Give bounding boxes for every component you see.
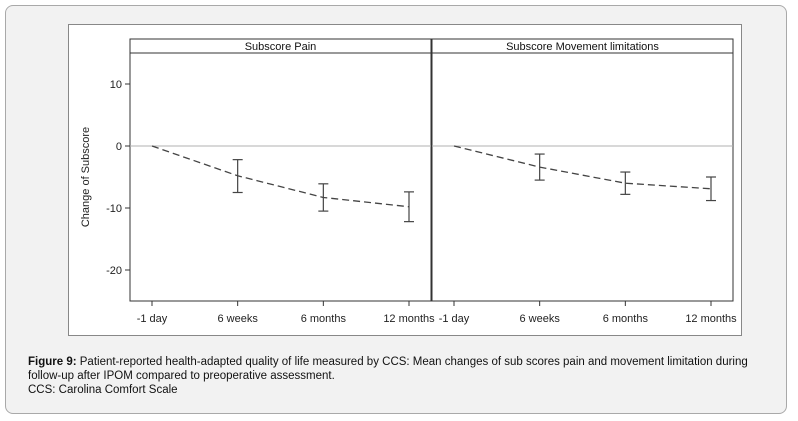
figure-caption: Figure 9: Patient-reported health-adapte…	[28, 355, 780, 397]
x-tick-label: 6 months	[603, 313, 649, 325]
error-bar	[232, 159, 243, 194]
figure-frame: 10 0 -10 -20 Change of Subscore Subscore Pain…	[5, 5, 787, 414]
error-bar	[318, 183, 329, 212]
caption-text: Patient-reported health-adapted quality …	[28, 356, 748, 382]
y-axis-label: Change of Subscore	[80, 127, 92, 227]
x-tick-label: 12 months	[685, 313, 737, 325]
panel-2: Subscore Movement limitations -1 day 6 wee…	[431, 38, 737, 325]
error-bar	[534, 153, 545, 181]
y-tick-label: -20	[106, 265, 122, 277]
x-tick-label: -1 day	[137, 313, 168, 325]
caption-abbreviation: CCS: Carolina Comfort Scale	[28, 384, 178, 396]
x-tick-label: 12 months	[383, 313, 435, 325]
panel-plot-frame	[431, 52, 734, 302]
panel-title: Subscore Pain	[245, 41, 317, 53]
error-bar	[404, 191, 414, 223]
x-tick-label: -1 day	[439, 313, 470, 325]
caption-label: Figure 9:	[28, 356, 77, 368]
x-tick-label: 6 months	[301, 313, 347, 325]
y-tick-label: 0	[116, 141, 122, 153]
error-bar	[620, 171, 631, 195]
panel-title: Subscore Movement limitations	[506, 41, 659, 53]
chart-area: 10 0 -10 -20 Change of Subscore Subscore Pain…	[68, 24, 742, 336]
chart-svg: 10 0 -10 -20 Change of Subscore Subscore Pain…	[80, 38, 737, 325]
error-bar	[706, 176, 716, 202]
y-tick-label: -10	[106, 203, 122, 215]
y-tick-label: 10	[110, 79, 122, 91]
x-tick-label: 6 weeks	[519, 313, 560, 325]
series-line	[453, 145, 712, 190]
panel-plot-frame	[129, 52, 432, 302]
series-line	[151, 145, 410, 208]
panel-1: Subscore Pain -1 day 6 weeks 6 months 12 mon…	[129, 38, 435, 325]
x-tick-label: 6 weeks	[217, 313, 258, 325]
